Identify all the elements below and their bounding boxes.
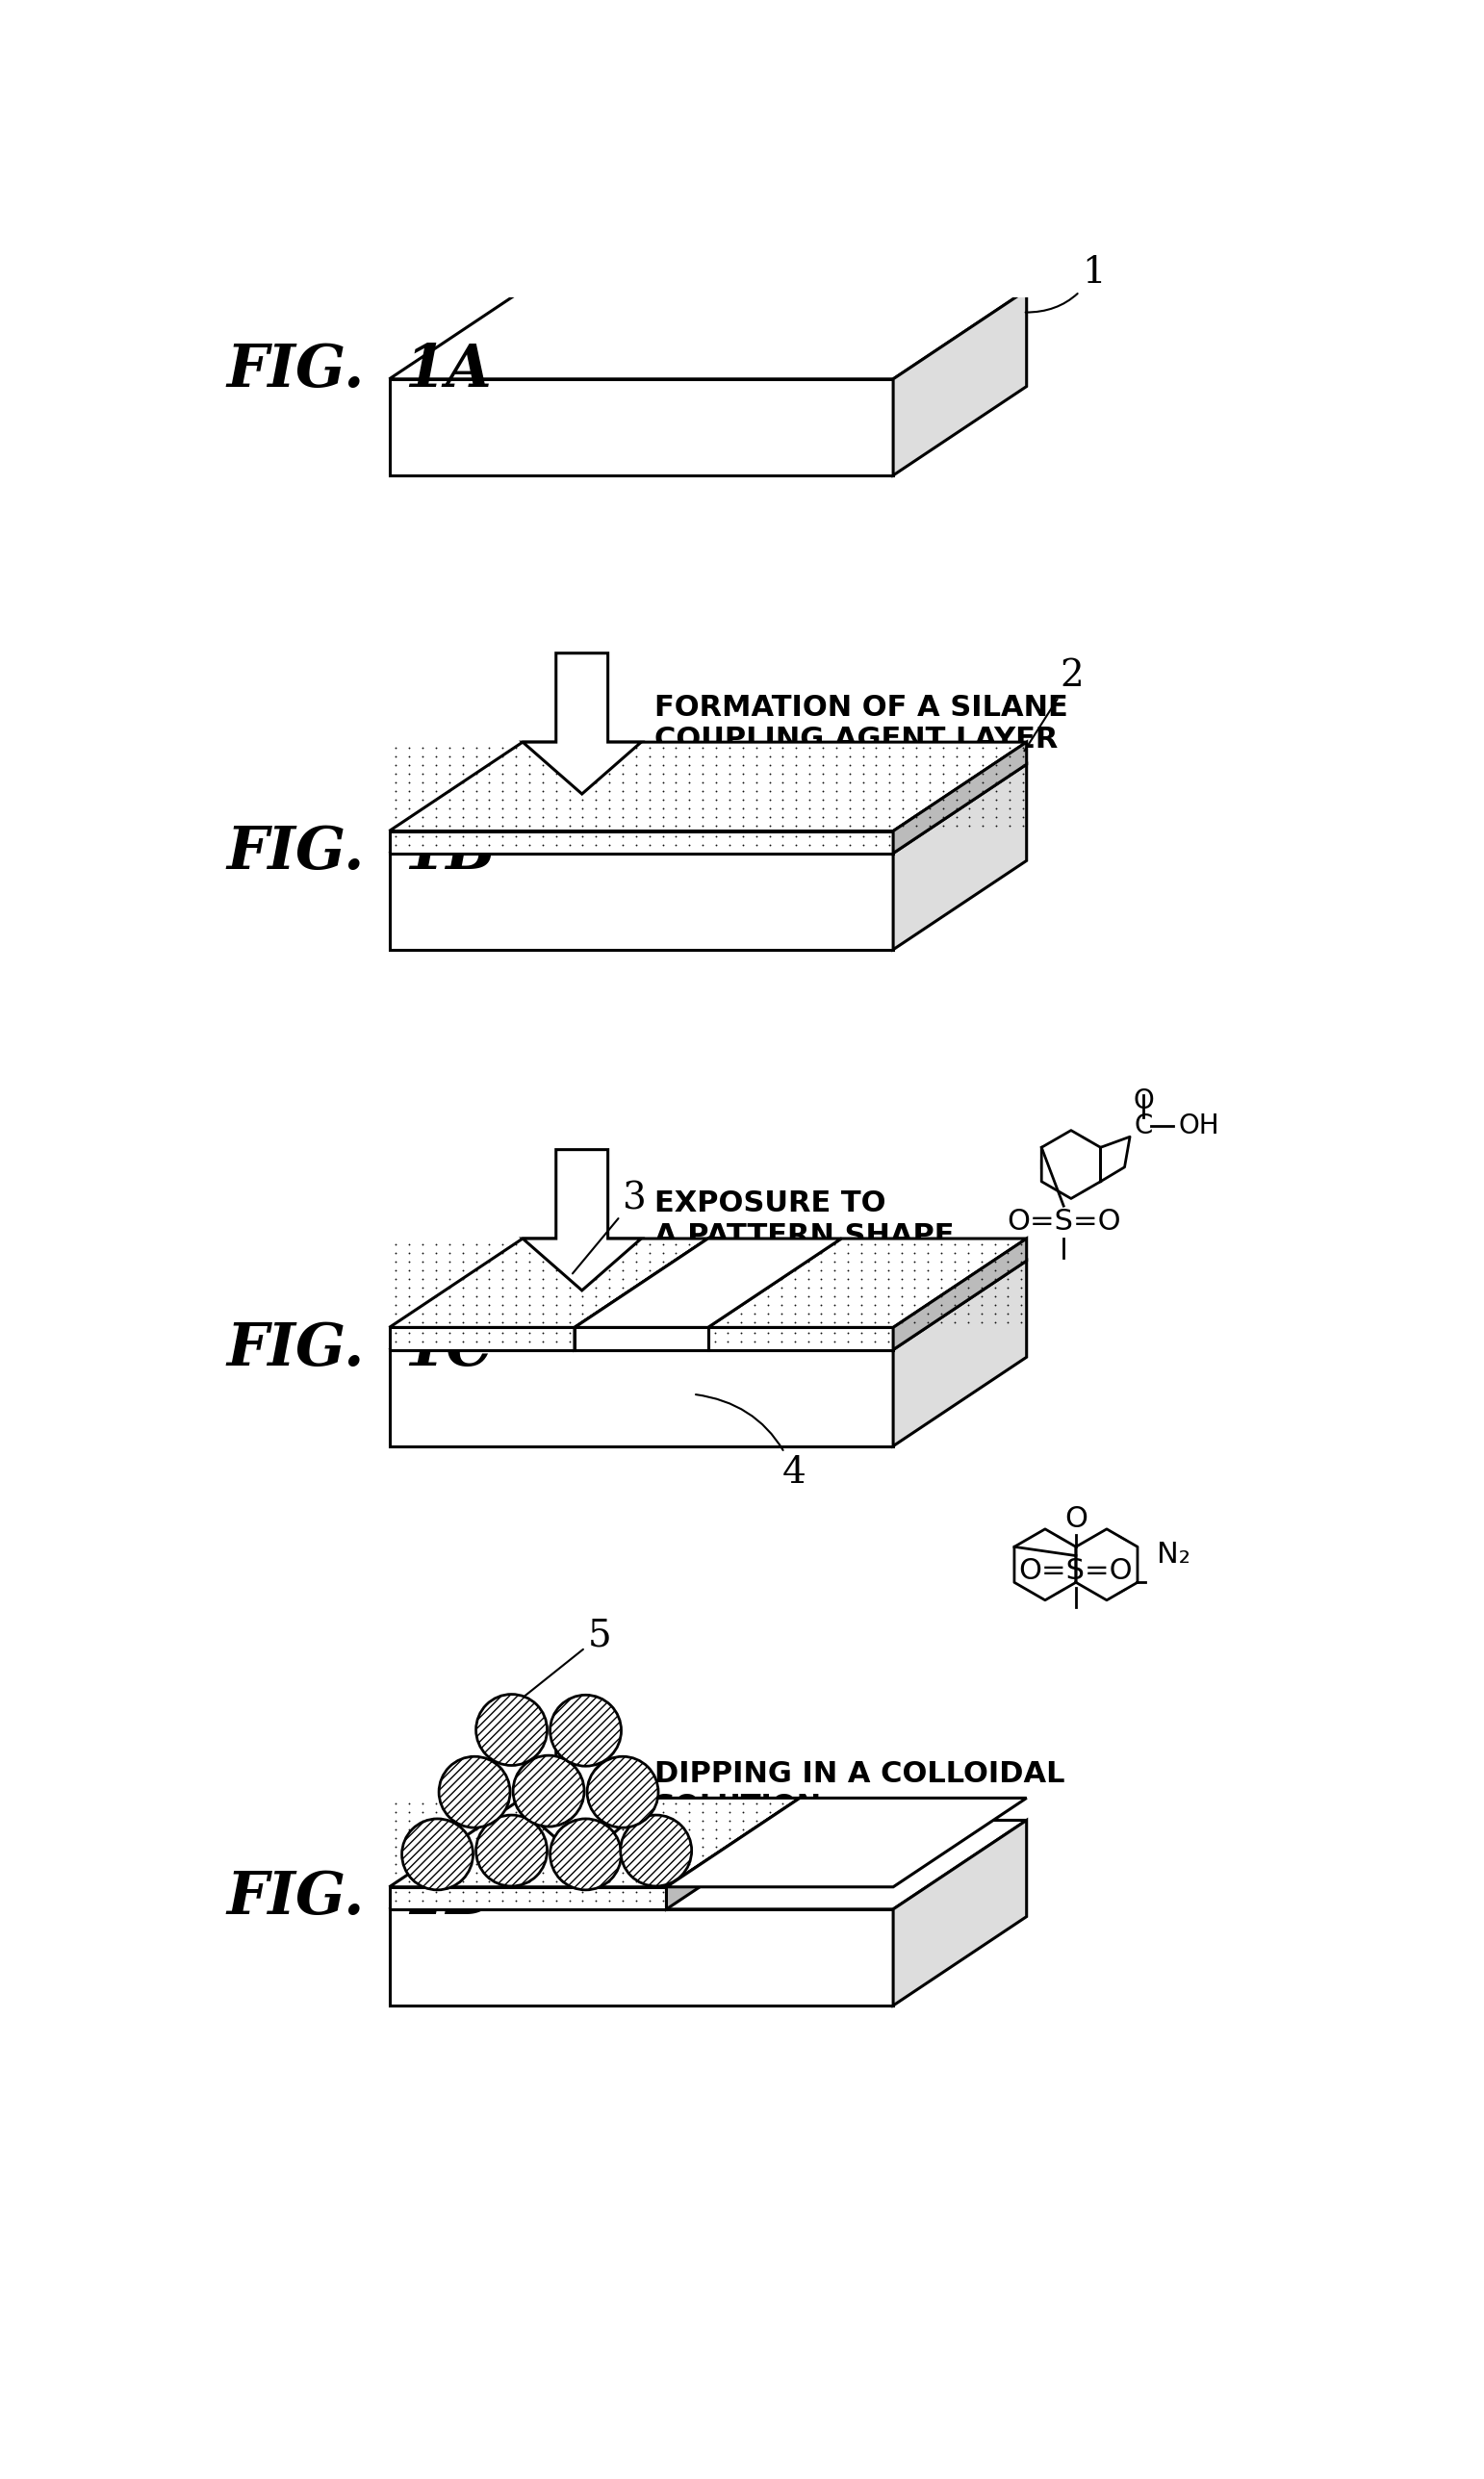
Polygon shape: [389, 853, 893, 949]
Text: FIG.  1D: FIG. 1D: [226, 1869, 497, 1926]
Polygon shape: [666, 1797, 1027, 1887]
Circle shape: [439, 1758, 510, 1827]
Polygon shape: [574, 1240, 708, 1349]
Circle shape: [620, 1815, 692, 1887]
Polygon shape: [574, 1326, 708, 1349]
Text: 2: 2: [1024, 659, 1083, 751]
Polygon shape: [893, 1240, 1027, 1349]
Polygon shape: [389, 1797, 800, 1887]
Polygon shape: [708, 1240, 1027, 1326]
Polygon shape: [389, 1887, 666, 1909]
Circle shape: [588, 1758, 659, 1827]
Polygon shape: [389, 1326, 574, 1349]
Text: FIG.  1C: FIG. 1C: [226, 1319, 493, 1378]
Text: FORMATION OF A SILANE
COUPLING AGENT LAYER: FORMATION OF A SILANE COUPLING AGENT LAY…: [654, 694, 1068, 754]
Text: O=S=O: O=S=O: [1006, 1207, 1120, 1235]
Text: FIG.  1B: FIG. 1B: [226, 823, 496, 883]
Polygon shape: [574, 1240, 841, 1326]
Polygon shape: [666, 1797, 800, 1909]
Polygon shape: [893, 290, 1027, 476]
Polygon shape: [522, 1150, 641, 1292]
Polygon shape: [389, 830, 893, 853]
Text: 3: 3: [573, 1180, 647, 1274]
Polygon shape: [389, 741, 1027, 830]
Circle shape: [551, 1820, 622, 1889]
Polygon shape: [389, 1262, 1027, 1349]
Circle shape: [402, 1820, 473, 1889]
Circle shape: [513, 1755, 585, 1827]
Polygon shape: [893, 741, 1027, 853]
Text: OH: OH: [1178, 1113, 1220, 1140]
Text: 5: 5: [524, 1619, 611, 1696]
Text: N₂: N₂: [1158, 1542, 1190, 1569]
Polygon shape: [389, 1909, 893, 2006]
Polygon shape: [893, 764, 1027, 949]
Circle shape: [476, 1815, 548, 1887]
Polygon shape: [893, 1262, 1027, 1445]
Polygon shape: [389, 1349, 893, 1445]
Text: 1: 1: [1025, 255, 1106, 312]
Polygon shape: [708, 1326, 893, 1349]
Text: O=S=O: O=S=O: [1020, 1557, 1132, 1584]
Circle shape: [551, 1696, 622, 1765]
Text: FIG.  1A: FIG. 1A: [226, 342, 491, 399]
Polygon shape: [522, 1720, 641, 1862]
Polygon shape: [389, 379, 893, 476]
Circle shape: [476, 1693, 548, 1765]
Text: DIPPING IN A COLLOIDAL
SOLUTION: DIPPING IN A COLLOIDAL SOLUTION: [654, 1760, 1066, 1820]
Polygon shape: [522, 652, 641, 793]
Text: O: O: [1132, 1088, 1153, 1116]
Polygon shape: [389, 764, 1027, 853]
Polygon shape: [893, 1820, 1027, 2006]
Text: O: O: [1064, 1505, 1088, 1535]
Polygon shape: [389, 1240, 708, 1326]
Polygon shape: [389, 1820, 1027, 1909]
Text: 4: 4: [696, 1396, 806, 1490]
Text: C: C: [1134, 1113, 1153, 1140]
Polygon shape: [389, 290, 1027, 379]
Text: EXPOSURE TO
A PATTERN SHAPE: EXPOSURE TO A PATTERN SHAPE: [654, 1190, 954, 1249]
